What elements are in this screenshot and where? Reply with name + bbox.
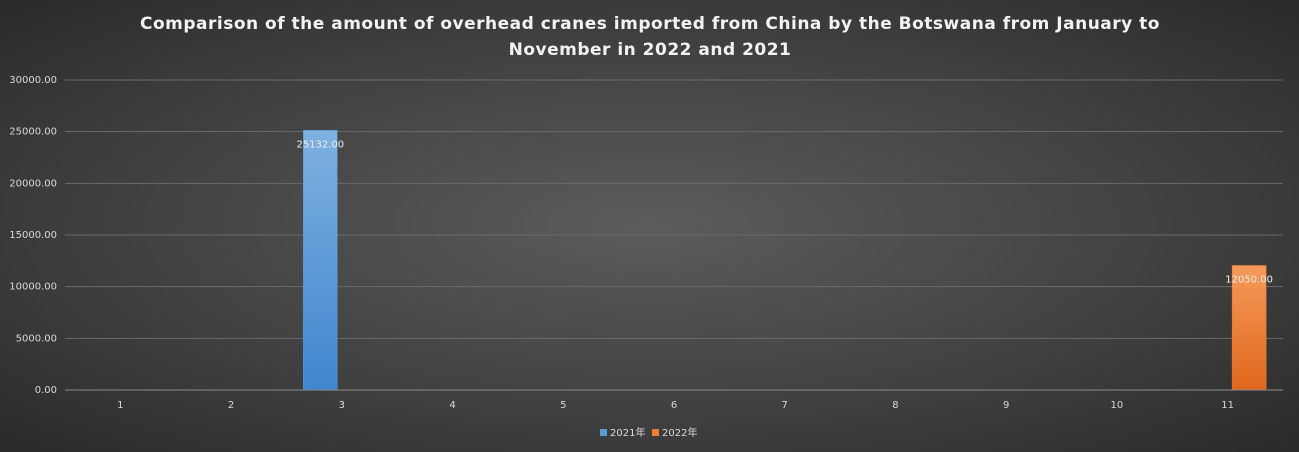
x-tick-label: 2 <box>228 400 234 411</box>
x-tick-label: 6 <box>671 400 677 411</box>
y-tick-label: 15000.00 <box>9 230 57 241</box>
y-tick-label: 30000.00 <box>9 75 57 86</box>
x-tick-label: 5 <box>560 400 566 411</box>
legend-swatch <box>652 429 659 436</box>
x-tick-label: 11 <box>1221 400 1234 411</box>
bar <box>303 130 338 391</box>
x-tick-label: 9 <box>1003 400 1009 411</box>
legend-swatch <box>600 429 607 436</box>
x-tick-label: 7 <box>782 400 788 411</box>
legend-label: 2022年 <box>662 426 697 439</box>
chart-title: Comparison of the amount of overhead cra… <box>140 14 1160 60</box>
x-tick-label: 4 <box>449 400 455 411</box>
data-label: 12050.00 <box>1225 274 1273 285</box>
x-tick-label: 10 <box>1111 400 1124 411</box>
y-tick-label: 0.00 <box>35 385 57 396</box>
x-tick-label: 8 <box>892 400 898 411</box>
legend-label: 2021年 <box>610 426 645 439</box>
x-tick-label: 3 <box>339 400 345 411</box>
x-tick-label: 1 <box>117 400 123 411</box>
y-tick-label: 5000.00 <box>16 333 57 344</box>
data-label: 25132.00 <box>296 139 344 150</box>
y-tick-label: 20000.00 <box>9 178 57 189</box>
y-tick-label: 25000.00 <box>9 127 57 138</box>
y-tick-label: 10000.00 <box>9 282 57 293</box>
